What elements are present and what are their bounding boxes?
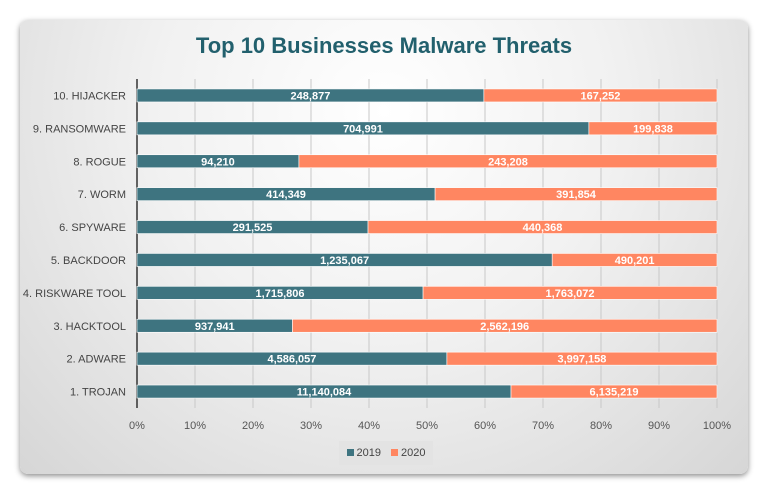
bar-2020	[551, 253, 718, 267]
chart-title: Top 10 Businesses Malware Threats	[195, 33, 573, 58]
bar-2020	[588, 121, 718, 136]
bar-2020	[367, 220, 718, 234]
x-tick-label: 90%	[648, 420, 670, 432]
x-tick-label: 100%	[703, 420, 731, 432]
x-tick-label: 60%	[474, 420, 496, 432]
category-label: 2. ADWARE	[67, 354, 127, 366]
bar-2020	[510, 384, 718, 399]
legend: 2019 2020	[339, 441, 433, 465]
data-label: 248,877	[291, 90, 331, 102]
category-label: 4. RISKWARE TOOL	[23, 288, 126, 300]
data-label: 11,140,084	[297, 387, 352, 399]
legend-swatch-2020	[391, 449, 398, 456]
legend-label: 2020	[401, 447, 426, 459]
data-label: 291,525	[233, 222, 273, 234]
data-label: 937,941	[195, 321, 235, 333]
category-label: 8. ROGUE	[73, 156, 126, 168]
bar-2020	[483, 88, 718, 103]
x-tick-label: 0%	[129, 420, 145, 432]
category-label: 9. RANSOMWARE	[33, 123, 126, 135]
data-label: 1,235,067	[320, 255, 369, 267]
data-label: 1,763,072	[546, 288, 595, 300]
category-label: 3. HACKTOOL	[53, 321, 126, 333]
x-tick-label: 50%	[416, 420, 438, 432]
data-label: 4,586,057	[267, 354, 316, 366]
x-tick-label: 20%	[242, 420, 264, 432]
data-label: 704,991	[343, 123, 383, 135]
bar-2020	[298, 154, 718, 169]
bar-2020	[422, 286, 718, 300]
data-label: 440,368	[523, 222, 563, 234]
data-label: 94,210	[201, 156, 235, 168]
legend-label: 2019	[356, 447, 381, 459]
data-label: 199,838	[633, 123, 673, 135]
x-tick-label: 10%	[184, 420, 206, 432]
x-tick-label: 80%	[590, 420, 612, 432]
data-label: 391,854	[556, 189, 597, 201]
data-label: 2,562,196	[480, 321, 529, 333]
category-label: 10. HIJACKER	[53, 90, 126, 102]
legend-swatch-2019	[346, 449, 354, 456]
bar-2020	[446, 351, 718, 366]
legend-item-2020: 2020	[391, 447, 425, 459]
x-tick-label: 70%	[532, 420, 554, 432]
data-label: 490,201	[615, 255, 655, 267]
legend-item-2019: 2019	[346, 447, 381, 459]
data-label: 3,997,158	[557, 354, 606, 366]
category-label: 5. BACKDOOR	[51, 255, 126, 267]
x-tick-label: 30%	[300, 420, 322, 432]
data-label: 1,715,806	[256, 288, 305, 300]
category-label: 6. SPYWARE	[59, 222, 126, 234]
data-label: 6,135,219	[590, 387, 639, 399]
x-tick-label: 40%	[358, 420, 380, 432]
category-label: 7. WORM	[78, 189, 126, 201]
data-label: 167,252	[581, 90, 621, 102]
bar-2020	[434, 187, 718, 201]
data-label: 414,349	[266, 189, 306, 201]
bar-2020	[292, 318, 718, 333]
category-label: 1. TROJAN	[70, 387, 126, 399]
data-label: 243,208	[488, 156, 528, 168]
